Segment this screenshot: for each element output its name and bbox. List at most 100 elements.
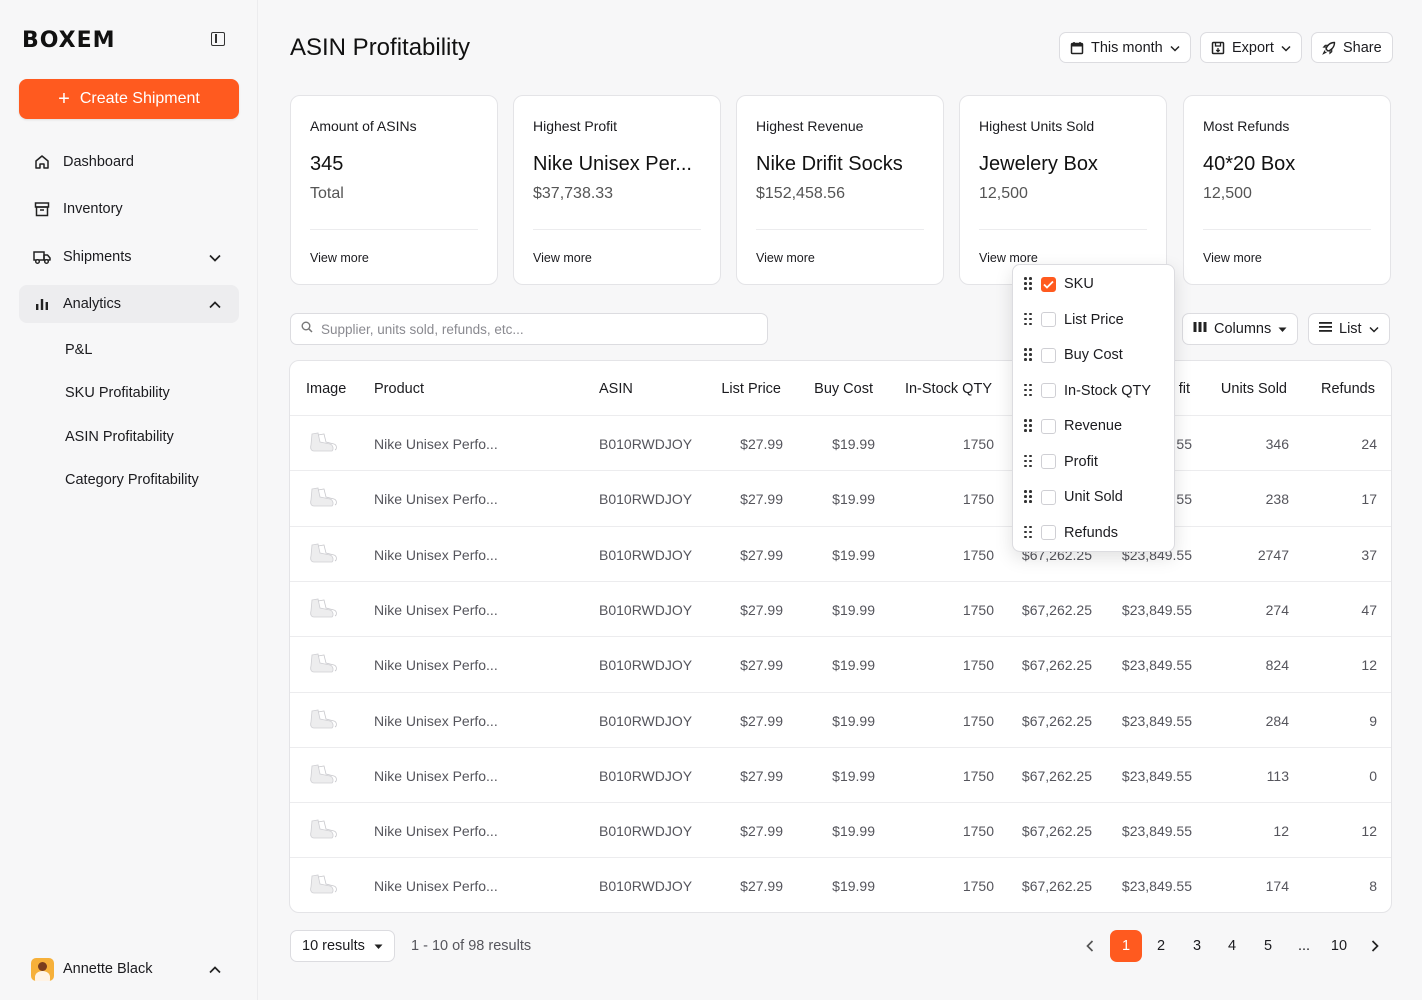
column-toggle-item[interactable]: Revenue xyxy=(1013,411,1176,441)
boxem-logo[interactable]: BOXEM xyxy=(22,28,116,53)
view-more-link[interactable]: View more xyxy=(1203,251,1262,265)
search-input[interactable] xyxy=(321,321,741,337)
view-more-link[interactable]: View more xyxy=(979,251,1038,265)
column-header-buy-cost[interactable]: Buy Cost xyxy=(814,381,873,397)
chevron-down-icon xyxy=(1281,40,1291,56)
sidebar-item-inventory[interactable]: Inventory xyxy=(19,190,239,228)
create-shipment-button[interactable]: + Create Shipment xyxy=(19,79,239,119)
cell-product: Nike Unisex Perfo... xyxy=(374,823,498,840)
sidebar-item-dashboard[interactable]: Dashboard xyxy=(19,143,239,181)
table-row[interactable]: Nike Unisex Perfo... B010RWDJOY $27.99 $19.… xyxy=(290,746,1391,802)
column-toggle-item[interactable]: Profit xyxy=(1013,447,1176,477)
column-toggle-label: Buy Cost xyxy=(1064,347,1123,363)
share-button[interactable]: Share xyxy=(1311,32,1393,63)
column-header-asin[interactable]: ASIN xyxy=(599,381,633,397)
page-button[interactable]: 2 xyxy=(1156,938,1166,954)
table-row[interactable]: Nike Unisex Perfo... B010RWDJOY $27.99 $19.… xyxy=(290,580,1391,636)
table-row[interactable]: Nike Unisex Perfo... B010RWDJOY $27.99 $19.… xyxy=(290,636,1391,691)
per-page-select[interactable]: 10 results xyxy=(290,930,395,962)
search-box xyxy=(290,313,768,345)
drag-handle-icon[interactable] xyxy=(1024,490,1032,504)
kpi-card-most-refunds: Most Refunds 40*20 Box 12,500 View more xyxy=(1183,95,1391,285)
view-more-link[interactable]: View more xyxy=(310,251,369,265)
drag-handle-icon[interactable] xyxy=(1024,348,1032,362)
page-button[interactable]: 5 xyxy=(1263,938,1273,954)
sidebar-subitem-category-profitability[interactable]: Category Profitability xyxy=(65,472,199,488)
page-button[interactable]: 3 xyxy=(1192,938,1202,954)
kpi-subvalue: $37,738.33 xyxy=(533,185,614,202)
cell-asin: B010RWDJOY xyxy=(599,601,693,618)
column-header-in-stock-qty[interactable]: In-Stock QTY xyxy=(904,381,992,397)
cell-profit: $23,849.55 xyxy=(1121,657,1192,674)
sidebar-item-shipments[interactable]: Shipments xyxy=(19,238,239,276)
sidebar-item-analytics[interactable]: Analytics xyxy=(19,285,239,323)
column-checkbox[interactable] xyxy=(1041,454,1056,469)
drag-handle-icon[interactable] xyxy=(1024,312,1032,327)
page-button[interactable]: 10 xyxy=(1330,938,1348,954)
list-icon xyxy=(1319,321,1332,337)
product-thumbnail xyxy=(306,762,338,788)
export-button[interactable]: Export xyxy=(1200,32,1302,63)
kpi-value: Nike Drifit Socks xyxy=(756,153,903,175)
column-checkbox[interactable] xyxy=(1041,276,1056,292)
column-header-product[interactable]: Product xyxy=(374,381,424,397)
column-toggle-item[interactable]: List Price xyxy=(1013,305,1176,335)
cell-product: Nike Unisex Perfo... xyxy=(374,657,498,674)
period-select-button[interactable]: This month xyxy=(1059,32,1191,63)
user-menu[interactable]: Annette Black xyxy=(31,957,231,981)
sidebar-subitem-pnl[interactable]: P&L xyxy=(65,342,93,358)
kpi-subvalue: 12,500 xyxy=(1203,185,1252,202)
kpi-card-highest-profit: Highest Profit Nike Unisex Per... $37,73… xyxy=(513,95,721,285)
sidebar-subitem-asin-profitability[interactable]: ASIN Profitability xyxy=(65,429,174,445)
table-row[interactable]: Nike Unisex Perfo... B010RWDJOY $27.99 $19.… xyxy=(290,470,1391,525)
column-header-refunds[interactable]: Refunds xyxy=(1320,381,1375,397)
cell-units-sold: 284 xyxy=(1265,712,1289,729)
sidebar-subitem-sku-profitability[interactable]: SKU Profitability xyxy=(65,385,170,401)
period-label: This month xyxy=(1091,39,1163,56)
drag-handle-icon[interactable] xyxy=(1024,383,1032,398)
table-row[interactable]: Nike Unisex Perfo... B010RWDJOY $27.99 $19.… xyxy=(290,857,1391,912)
next-page-chevron-right-icon[interactable] xyxy=(1359,930,1391,962)
chevron-up-icon[interactable] xyxy=(209,962,221,978)
view-mode-button[interactable]: List xyxy=(1308,313,1390,345)
divider xyxy=(533,229,701,230)
column-checkbox[interactable] xyxy=(1041,418,1056,434)
sidebar-collapse-icon[interactable] xyxy=(211,32,225,46)
prev-page-chevron-left-icon[interactable] xyxy=(1074,930,1106,962)
column-checkbox[interactable] xyxy=(1041,525,1056,540)
column-checkbox[interactable] xyxy=(1041,489,1056,505)
column-header-list-price[interactable]: List Price xyxy=(721,381,781,397)
drag-handle-icon[interactable] xyxy=(1024,419,1032,433)
column-toggle-item[interactable]: In-Stock QTY xyxy=(1013,376,1176,406)
drag-handle-icon[interactable] xyxy=(1024,277,1032,291)
table-row[interactable]: Nike Unisex Perfo... B010RWDJOY $27.99 $19.… xyxy=(290,415,1391,470)
table-row[interactable]: Nike Unisex Perfo... B010RWDJOY $27.99 $19.… xyxy=(290,802,1391,857)
column-header-profit[interactable]: fit xyxy=(1178,381,1190,397)
calendar-icon xyxy=(1070,41,1084,55)
column-header-image[interactable]: Image xyxy=(306,381,347,397)
view-more-link[interactable]: View more xyxy=(533,251,592,265)
column-checkbox[interactable] xyxy=(1041,347,1056,363)
divider xyxy=(756,229,924,230)
chevron-down-icon[interactable] xyxy=(209,250,221,266)
table-row[interactable]: Nike Unisex Perfo... B010RWDJOY $27.99 $19.… xyxy=(290,691,1391,747)
table-row[interactable]: Nike Unisex Perfo... B010RWDJOY $27.99 $19.… xyxy=(290,525,1391,581)
page-button[interactable]: 1 xyxy=(1110,930,1142,962)
columns-button[interactable]: Columns xyxy=(1182,313,1299,345)
product-thumbnail xyxy=(306,541,338,567)
view-more-link[interactable]: View more xyxy=(756,251,815,265)
column-toggle-item[interactable]: Buy Cost xyxy=(1013,340,1176,370)
drag-handle-icon[interactable] xyxy=(1024,454,1032,469)
column-checkbox[interactable] xyxy=(1041,312,1056,327)
cell-buy-cost: $19.99 xyxy=(832,712,875,729)
column-checkbox[interactable] xyxy=(1041,383,1056,398)
column-toggle-item[interactable]: Unit Sold xyxy=(1013,482,1176,512)
column-header-units-sold[interactable]: Units Sold xyxy=(1220,381,1287,397)
chevron-up-icon[interactable] xyxy=(209,297,221,313)
page-button[interactable]: 4 xyxy=(1227,938,1237,954)
sidebar-item-label: Shipments xyxy=(63,249,132,265)
column-toggle-item[interactable]: Refunds xyxy=(1013,518,1176,548)
cell-in-stock-qty: 1750 xyxy=(962,436,994,452)
drag-handle-icon[interactable] xyxy=(1024,525,1032,540)
column-toggle-item[interactable]: SKU xyxy=(1013,269,1176,299)
